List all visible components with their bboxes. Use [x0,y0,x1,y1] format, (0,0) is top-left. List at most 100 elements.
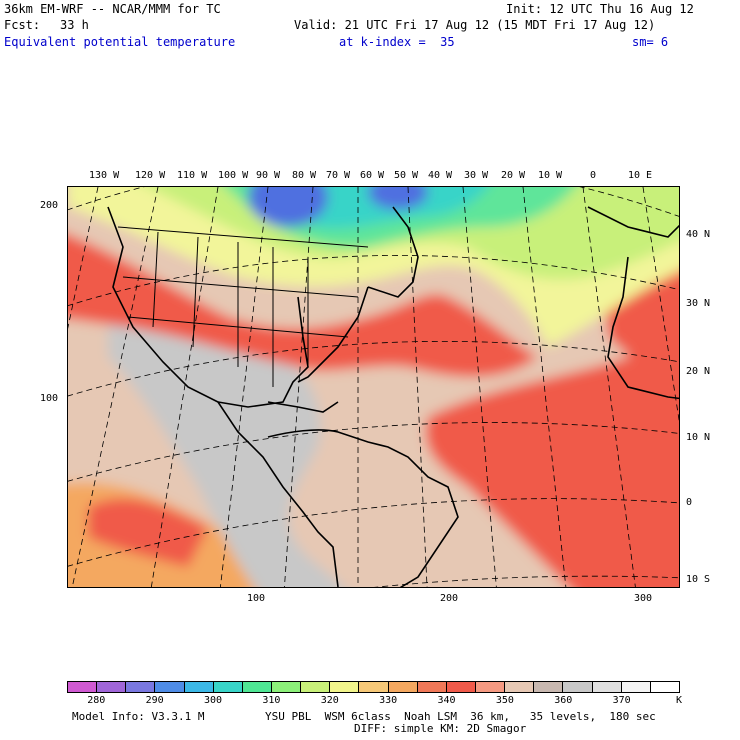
longitude-label: 70 W [326,170,351,181]
color-scale-swatch [388,681,418,693]
atlantic-red-region [425,354,679,587]
meridian-40w [582,187,636,587]
color-scale-swatch [475,681,506,693]
us-canada-border [117,226,369,248]
cold-core-east [368,187,428,210]
state-line-5 [122,276,359,298]
latitude-label: 10 N [686,432,711,443]
physics-options-line2: DIFF: simple KM: 2D Smagor [354,722,527,735]
color-scale-swatch [213,681,243,693]
state-line-6 [127,316,349,338]
init-time: Init: 12 UTC Thu 16 Aug 12 [506,2,694,16]
bottom-grid-label: 100 [247,593,266,604]
longitude-label: 50 W [394,170,419,181]
bottom-grid-label: 300 [634,593,653,604]
color-scale-swatch [242,681,272,693]
longitude-label: 120 W [135,170,166,181]
longitude-label: 90 W [256,170,281,181]
color-scale-swatch [592,681,622,693]
level-label: at k-index = 35 [339,35,455,49]
color-scale-swatch [155,681,185,693]
color-scale-swatch [126,681,156,693]
meridian-60w [462,187,497,587]
color-scale-tick-label: 330 [379,695,398,706]
color-scale-tick-label: 290 [145,695,164,706]
latitude-label: 20 N [686,366,711,377]
eastern-pacific-red-region [88,498,208,567]
forecast-hour: 33 h [60,18,89,32]
latitude-label: 40 N [686,229,711,240]
color-scale-tick-label: 280 [87,695,106,706]
map-panel [67,186,680,588]
parallel-10s [374,575,679,587]
color-scale-unit: K [676,695,683,706]
longitude-label: 130 W [89,170,120,181]
color-scale-tick-label: 300 [203,695,222,706]
model-info: Model Info: V3.3.1 M [72,710,205,723]
color-scale-swatch [650,681,680,693]
longitude-label: 20 W [501,170,526,181]
color-scale-tick-label: 370 [612,695,631,706]
longitude-label: 40 W [428,170,453,181]
longitude-label: 110 W [177,170,208,181]
parallel-40n [68,187,679,217]
gray-central-region [108,304,344,587]
meridian-120w [71,187,159,587]
color-scale-tick-label: 320 [320,695,339,706]
color-scale-swatch [184,681,214,693]
model-title: 36km EM-WRF -- NCAR/MMM for TC [4,2,221,16]
longitude-label: 10 E [628,170,653,181]
longitude-label: 80 W [292,170,317,181]
parallel-20n [68,341,679,397]
longitude-label: 100 W [218,170,249,181]
color-scale-swatch [301,681,331,693]
cuba-outline [267,401,339,413]
longitude-label: 30 W [464,170,489,181]
left-grid-label: 200 [40,200,59,211]
forecast-label: Fcst: [4,18,41,32]
longitude-label: 60 W [360,170,385,181]
meridian-130w [68,187,99,329]
color-scale-swatch [359,681,389,693]
parallel-10n [68,422,679,482]
smoothing-label: sm= 6 [632,35,669,49]
theta-e-map [68,187,679,587]
field-shading [68,187,679,587]
graticule [68,187,679,587]
color-scale-swatch [563,681,593,693]
pacific-coast [107,206,339,587]
northern-red-band [68,234,538,377]
europe-coast [587,206,679,238]
color-scale-swatch [417,681,447,693]
latitude-label: 10 S [686,574,711,585]
gulf-coast [217,296,309,408]
color-scale [67,681,680,693]
color-scale-swatch [621,681,651,693]
longitude-label: 10 W [538,170,563,181]
color-scale-swatch [330,681,360,693]
cold-core-hudson [248,187,328,227]
canada-maritimes-coast [367,206,419,298]
valid-time: Valid: 21 UTC Fri 17 Aug 12 (15 MDT Fri … [294,18,656,32]
color-scale-swatch [97,681,127,693]
meridian-50w [522,187,567,587]
africa-west-coast [607,256,679,400]
color-scale-tick-label: 360 [554,695,573,706]
color-scale-swatch [67,681,98,693]
parallel-equator [68,498,679,567]
longitude-label: 0 [590,170,597,181]
meridian-110w [150,187,219,587]
color-scale-tick-label: 350 [495,695,514,706]
south-america-coast [267,429,459,587]
color-scale-swatch [505,681,535,693]
bottom-grid-label: 200 [440,593,459,604]
field-name: Equivalent potential temperature [4,35,236,49]
state-line-2 [192,236,199,348]
parallel-30n [68,255,679,307]
meridian-100w [219,187,269,587]
meridian-30w [642,187,679,423]
coastlines [107,206,679,587]
color-scale-swatch [271,681,302,693]
color-scale-tick-label: 340 [437,695,456,706]
us-east-coast [297,286,369,383]
